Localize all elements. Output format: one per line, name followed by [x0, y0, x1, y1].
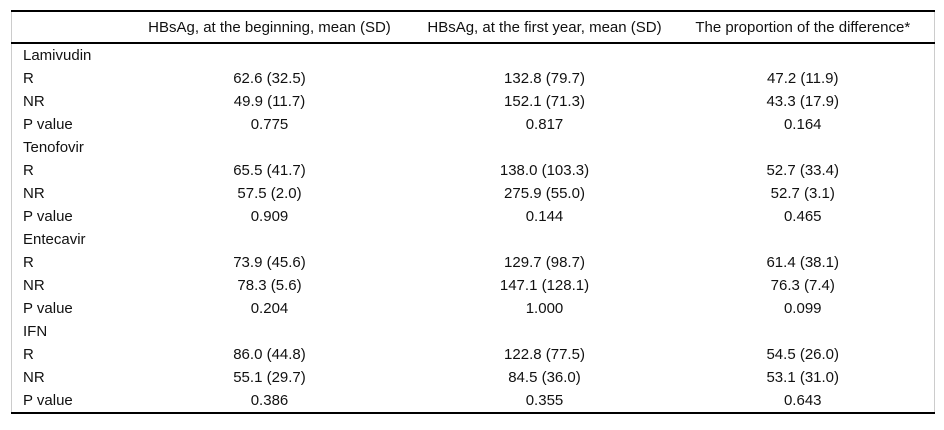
table-row-group: Entecavir	[12, 228, 935, 251]
cell-difference: 52.7 (33.4)	[766, 162, 840, 179]
column-header-hbsag-beginning: HBsAg, at the beginning, mean (SD)	[148, 18, 391, 36]
row-label: NR	[23, 185, 45, 202]
cell-first-year: 138.0 (103.3)	[499, 162, 590, 179]
cell-difference	[672, 136, 935, 159]
header-row: HBsAg, at the beginning, mean (SD) HBsAg…	[11, 11, 935, 43]
column-header-proportion-difference: The proportion of the difference*	[695, 18, 911, 36]
table-row-group: Tenofovir	[12, 136, 935, 159]
results-table: HBsAg, at the beginning, mean (SD) HBsAg…	[11, 10, 935, 414]
cell-beginning: 73.9 (45.6)	[233, 254, 306, 271]
row-label: IFN	[23, 323, 48, 340]
row-label: NR	[23, 93, 45, 110]
results-table-container: HBsAg, at the beginning, mean (SD) HBsAg…	[11, 10, 935, 414]
table-row: R 62.6 (32.5) 132.8 (79.7) 47.2 (11.9)	[12, 67, 935, 90]
cell-beginning: 57.5 (2.0)	[237, 185, 302, 202]
cell-beginning: 49.9 (11.7)	[233, 93, 306, 110]
table-row-group: IFN	[12, 320, 935, 343]
cell-difference: 0.099	[783, 300, 822, 317]
cell-first-year: 0.817	[525, 116, 564, 133]
table-body: Lamivudin R 62.6 (32.5) 132.8 (79.7) 47.…	[12, 43, 935, 413]
cell-first-year	[418, 136, 672, 159]
cell-beginning	[122, 136, 418, 159]
cell-difference	[672, 43, 935, 67]
row-label: NR	[23, 277, 45, 294]
cell-first-year: 132.8 (79.7)	[504, 70, 585, 87]
cell-difference: 0.643	[783, 392, 822, 409]
cell-beginning: 0.386	[250, 392, 289, 409]
cell-beginning: 86.0 (44.8)	[233, 346, 306, 363]
cell-difference	[672, 320, 935, 343]
table-row: NR 57.5 (2.0) 275.9 (55.0) 52.7 (3.1)	[12, 182, 935, 205]
cell-difference: 54.5 (26.0)	[766, 346, 840, 363]
row-label: R	[23, 346, 34, 363]
cell-first-year	[418, 320, 672, 343]
row-label: R	[23, 70, 34, 87]
table-row-group: Lamivudin	[12, 43, 935, 67]
table-row: NR 78.3 (5.6) 147.1 (128.1) 76.3 (7.4)	[12, 274, 935, 297]
table-row: NR 55.1 (29.7) 84.5 (36.0) 53.1 (31.0)	[12, 366, 935, 389]
cell-first-year	[418, 43, 672, 67]
row-label: NR	[23, 369, 45, 386]
cell-beginning: 62.6 (32.5)	[233, 70, 306, 87]
table-row: NR 49.9 (11.7) 152.1 (71.3) 43.3 (17.9)	[12, 90, 935, 113]
cell-difference: 52.7 (3.1)	[770, 185, 835, 202]
cell-difference: 76.3 (7.4)	[770, 277, 835, 294]
cell-difference	[672, 228, 935, 251]
row-label: R	[23, 162, 34, 179]
table-row: P value 0.204 1.000 0.099	[12, 297, 935, 320]
cell-first-year: 147.1 (128.1)	[499, 277, 590, 294]
cell-first-year: 275.9 (55.0)	[504, 185, 585, 202]
row-label: Tenofovir	[23, 139, 84, 156]
cell-beginning	[122, 228, 418, 251]
column-header-empty	[12, 11, 122, 43]
cell-first-year: 129.7 (98.7)	[504, 254, 585, 271]
cell-beginning: 65.5 (41.7)	[233, 162, 306, 179]
row-label: Entecavir	[23, 231, 86, 248]
table-row: P value 0.386 0.355 0.643	[12, 389, 935, 413]
cell-first-year: 1.000	[525, 300, 564, 317]
cell-first-year: 84.5 (36.0)	[508, 369, 581, 386]
cell-difference: 0.465	[783, 208, 822, 225]
cell-first-year: 0.355	[525, 392, 564, 409]
cell-beginning: 78.3 (5.6)	[237, 277, 302, 294]
cell-beginning: 0.775	[250, 116, 289, 133]
row-label: P value	[23, 300, 73, 317]
row-label: P value	[23, 116, 73, 133]
row-label: Lamivudin	[23, 47, 92, 64]
table-row: R 86.0 (44.8) 122.8 (77.5) 54.5 (26.0)	[12, 343, 935, 366]
table-row: R 73.9 (45.6) 129.7 (98.7) 61.4 (38.1)	[12, 251, 935, 274]
cell-beginning: 55.1 (29.7)	[233, 369, 306, 386]
cell-first-year: 0.144	[525, 208, 564, 225]
cell-difference: 47.2 (11.9)	[767, 70, 839, 87]
column-header-hbsag-first-year: HBsAg, at the first year, mean (SD)	[427, 18, 662, 36]
cell-difference: 0.164	[783, 116, 822, 133]
cell-beginning: 0.909	[250, 208, 289, 225]
cell-first-year	[418, 228, 672, 251]
table-header: HBsAg, at the beginning, mean (SD) HBsAg…	[11, 11, 935, 43]
cell-first-year: 122.8 (77.5)	[504, 346, 585, 363]
table-row: P value 0.775 0.817 0.164	[12, 113, 935, 136]
cell-first-year: 152.1 (71.3)	[504, 93, 585, 110]
cell-difference: 61.4 (38.1)	[766, 254, 840, 271]
cell-difference: 43.3 (17.9)	[766, 93, 840, 110]
cell-beginning: 0.204	[250, 300, 289, 317]
row-label: P value	[23, 208, 73, 225]
table-row: R 65.5 (41.7) 138.0 (103.3) 52.7 (33.4)	[12, 159, 935, 182]
cell-beginning	[122, 43, 418, 67]
table-row: P value 0.909 0.144 0.465	[12, 205, 935, 228]
cell-difference: 53.1 (31.0)	[766, 369, 840, 386]
cell-beginning	[122, 320, 418, 343]
row-label: P value	[23, 392, 73, 409]
row-label: R	[23, 254, 34, 271]
